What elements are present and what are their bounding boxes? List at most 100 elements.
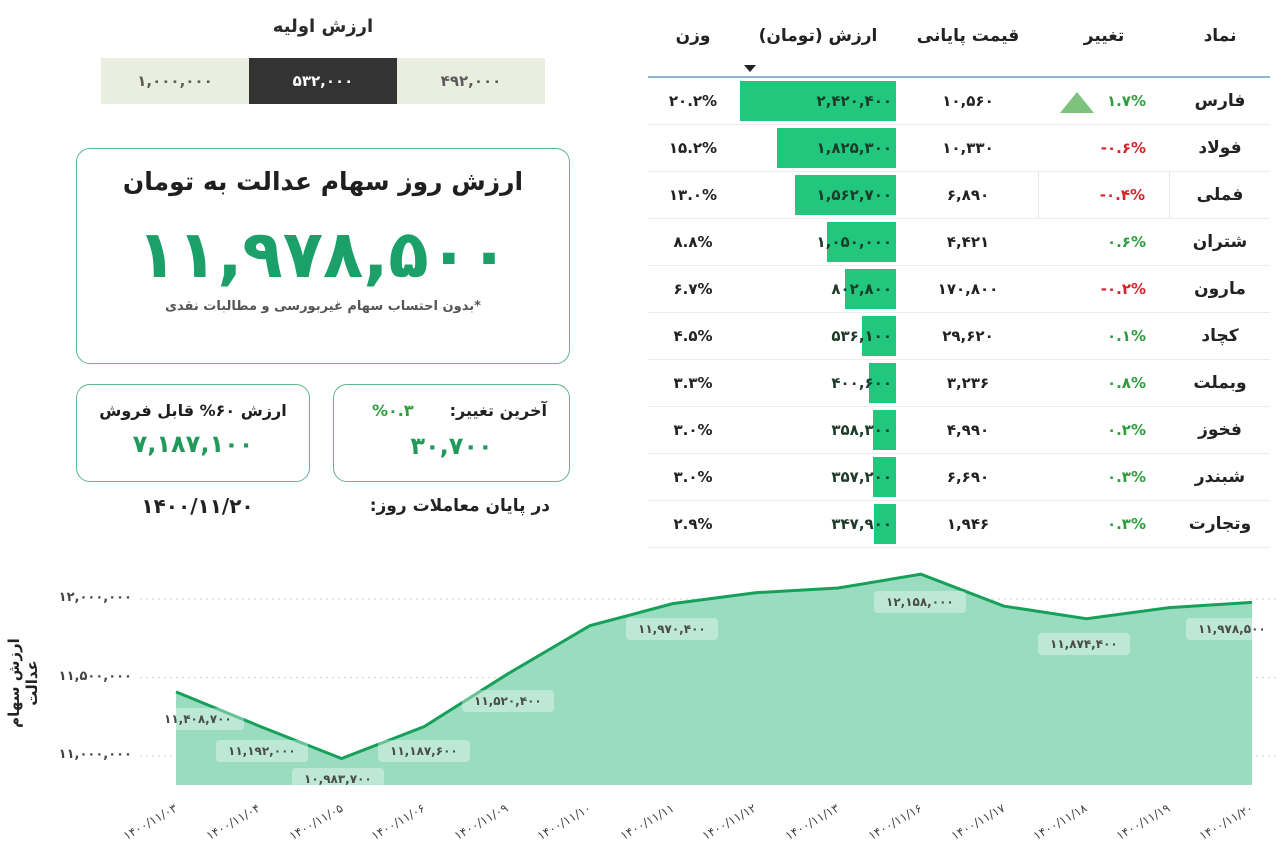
cell-weight: ۴.۵% [673,327,713,345]
cell-symbol[interactable]: فارس [1194,91,1246,111]
last-change-card: آخرین تغییر: %۰.۳ ۳۰,۷۰۰ [333,384,570,482]
holdings-table: نماد تغییر قیمت پایانی ارزش (تومان) وزن … [648,14,1270,548]
table-row[interactable]: فارس ۱.۷% ۱۰,۵۶۰ ۲,۴۲۰,۴۰۰ ۲۰.۲% [648,78,1270,125]
header-symbol[interactable]: نماد [1203,26,1237,46]
data-label: ۱۱,۵۲۰,۴۰۰ [462,690,554,712]
cell-value: ۱,۰۵۰,۰۰۰ [738,219,898,265]
cell-change-value: ۰.۱% [1106,327,1146,345]
cell-weight: ۳.۰% [673,421,713,439]
last-change-percent: %۰.۳ [372,401,414,420]
cell-symbol[interactable]: فخوز [1198,420,1242,440]
cell-value-text: ۱,۵۶۲,۷۰۰ [816,186,892,204]
table-body: فارس ۱.۷% ۱۰,۵۶۰ ۲,۴۲۰,۴۰۰ ۲۰.۲% فولاد -۰.۶% ۱۰… [648,78,1270,548]
cell-symbol[interactable]: فملی [1196,185,1244,205]
cell-change: ۰.۱% [1038,313,1170,359]
cell-change-value: ۰.۶% [1106,233,1146,251]
end-of-trading-label: در پایان معاملات روز: [369,496,550,516]
value-bar [777,128,896,168]
table-header: نماد تغییر قیمت پایانی ارزش (تومان) وزن [648,14,1270,78]
table-row[interactable]: فملی -۰.۴% ۶,۸۹۰ ۱,۵۶۲,۷۰۰ ۱۳.۰% [648,172,1270,219]
table-row[interactable]: فولاد -۰.۶% ۱۰,۳۳۰ ۱,۸۲۵,۳۰۰ ۱۵.۲% [648,125,1270,172]
sellable-value-amount: ۷,۱۸۷,۱۰۰ [132,430,254,458]
cell-change-value: -۰.۲% [1100,280,1146,298]
cell-value: ۳۵۷,۲۰۰ [738,454,898,500]
cell-value: ۳۵۸,۳۰۰ [738,407,898,453]
cell-symbol[interactable]: شتران [1192,232,1248,252]
area-fill [176,574,1252,785]
cell-change-value: ۰.۳% [1106,515,1146,533]
table-row[interactable]: وبملت ۰.۸% ۳,۲۳۶ ۴۰۰,۶۰۰ ۳.۳% [648,360,1270,407]
cell-symbol[interactable]: مارون [1194,279,1246,299]
cell-change: ۰.۲% [1038,407,1170,453]
cell-value-text: ۴۰۰,۶۰۰ [831,374,892,392]
cell-value-text: ۵۳۶,۱۰۰ [831,327,892,345]
series-line [175,572,1253,761]
data-label: ۱۱,۱۸۷,۶۰۰ [378,740,470,762]
header-change[interactable]: تغییر [1083,26,1125,46]
cell-value-text: ۱,۸۲۵,۳۰۰ [816,139,892,157]
cell-final-price: ۱۰,۳۳۰ [942,139,994,157]
cell-value: ۱,۸۲۵,۳۰۰ [738,125,898,171]
last-change-amount: ۳۰,۷۰۰ [410,432,493,460]
value-bar [827,222,896,262]
data-label: ۱۱,۹۷۸,۵۰۰ [1186,618,1278,640]
cell-weight: ۲۰.۲% [668,92,718,110]
value-bar [740,81,896,121]
cell-final-price: ۶,۶۹۰ [946,468,990,486]
cell-weight: ۱۵.۲% [668,139,718,157]
table-row[interactable]: شتران ۰.۶% ۴,۴۲۱ ۱,۰۵۰,۰۰۰ ۸.۸% [648,219,1270,266]
cell-symbol[interactable]: شبندر [1194,467,1246,487]
cell-change-value: -۰.۴% [1099,186,1145,204]
initial-value-option-492000[interactable]: ۴۹۲,۰۰۰ [397,58,545,104]
triangle-up-icon [1060,92,1094,113]
initial-value-option-1000000[interactable]: ۱,۰۰۰,۰۰۰ [101,58,249,104]
cell-weight: ۸.۸% [673,233,713,251]
cell-value: ۲,۴۲۰,۴۰۰ [738,78,898,124]
sellable-value-title: ارزش ۶۰% قابل فروش [99,401,287,420]
initial-value-title: ارزش اولیه [272,16,374,37]
cell-value: ۸۰۲,۸۰۰ [738,266,898,312]
cell-symbol[interactable]: وبملت [1193,373,1247,393]
cell-change: ۰.۸% [1038,360,1170,406]
value-bar [861,316,896,356]
header-value[interactable]: ارزش (تومان) [738,14,898,76]
data-label: ۱۱,۹۷۰,۴۰۰ [626,618,718,640]
table-row[interactable]: وتجارت ۰.۳% ۱,۹۴۶ ۳۴۷,۹۰۰ ۲.۹% [648,501,1270,548]
data-label: ۱۱,۱۹۲,۰۰۰ [216,740,308,762]
cell-weight: ۳.۰% [673,468,713,486]
value-bar [872,410,896,450]
value-bar [869,363,896,403]
cell-value-text: ۳۵۷,۲۰۰ [831,468,892,486]
data-label: ۱۱,۸۷۴,۴۰۰ [1038,633,1130,655]
cell-final-price: ۳,۲۳۶ [946,374,990,392]
cell-change: -۰.۴% [1038,172,1170,218]
table-row[interactable]: مارون -۰.۲% ۱۷۰,۸۰۰ ۸۰۲,۸۰۰ ۶.۷% [648,266,1270,313]
data-label: ۱۰,۹۸۳,۷۰۰ [292,768,384,790]
table-row[interactable]: فخوز ۰.۲% ۴,۹۹۰ ۳۵۸,۳۰۰ ۳.۰% [648,407,1270,454]
table-row[interactable]: کچاد ۰.۱% ۲۹,۶۲۰ ۵۳۶,۱۰۰ ۴.۵% [648,313,1270,360]
header-weight[interactable]: وزن [675,26,711,46]
daily-value-title: ارزش روز سهام عدالت به تومان [122,167,524,196]
cell-value-text: ۱,۰۵۰,۰۰۰ [816,233,892,251]
cell-value: ۴۰۰,۶۰۰ [738,360,898,406]
cell-symbol[interactable]: وتجارت [1188,514,1252,534]
initial-value-option-532000[interactable]: ۵۳۲,۰۰۰ [249,58,397,104]
cell-final-price: ۶,۸۹۰ [946,186,990,204]
daily-value-note: *بدون احتساب سهام غیربورسی و مطالبات نقد… [165,299,481,314]
cell-value: ۳۴۷,۹۰۰ [738,501,898,547]
table-row[interactable]: شبندر ۰.۳% ۶,۶۹۰ ۳۵۷,۲۰۰ ۳.۰% [648,454,1270,501]
cell-final-price: ۲۹,۶۲۰ [942,327,994,345]
header-final-price[interactable]: قیمت پایانی [916,26,1020,46]
cell-symbol[interactable]: کچاد [1201,326,1239,346]
cell-weight: ۲.۹% [673,515,713,533]
cell-change-value: ۰.۸% [1106,374,1146,392]
y-tick-label: ۱۲,۰۰۰,۰۰۰ [58,590,132,605]
cell-weight: ۳.۳% [673,374,713,392]
data-label: ۱۲,۱۵۸,۰۰۰ [874,591,966,613]
cell-value-text: ۸۰۲,۸۰۰ [831,280,892,298]
cell-symbol[interactable]: فولاد [1198,138,1242,158]
cell-value-text: ۳۵۸,۳۰۰ [831,421,892,439]
cell-change: ۰.۶% [1038,219,1170,265]
daily-value-amount: ۱۱,۹۷۸,۵۰۰ [136,216,510,293]
